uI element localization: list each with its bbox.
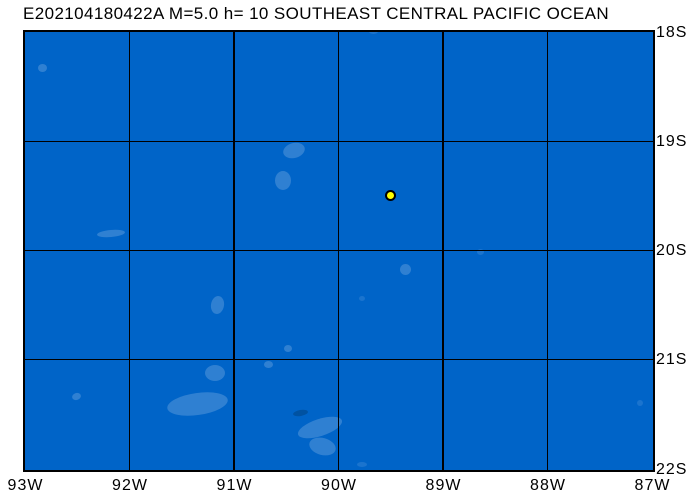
epicenter-marker [385,190,397,202]
longitude-label: 92W [112,477,148,494]
latitude-label: 19S [656,132,688,150]
map-title: E202104180422A M=5.0 h= 10 SOUTHEAST CEN… [23,4,610,23]
bathymetry-patch [357,461,367,467]
bathymetry-patch [292,408,308,418]
bathymetry-patch [399,263,411,275]
bathymetry-patch [205,365,225,381]
bathymetry-patch [37,64,47,72]
bathymetry-patch [263,360,273,368]
latitude-label: 22S [656,460,688,478]
latitude-label: 20S [656,242,688,259]
bathymetry-patch [368,32,378,34]
longitude-label: 90W [321,477,357,494]
bathymetry-patch [165,388,229,420]
latitude-label: 21S [656,351,688,369]
longitude-label: 91W [216,477,253,494]
bathymetry-patch [637,400,643,406]
bathymetry-patch [359,295,365,301]
longitude-label: 89W [425,477,462,494]
ocean-area [25,32,653,470]
map-frame [23,30,655,472]
bathymetry-patch [96,228,126,238]
bathymetry-patch [476,249,484,255]
bathymetry-patch [281,139,307,161]
grid-line-horizontal [25,249,653,252]
bathymetry-patch [70,391,82,401]
latitude-label: 18S [656,23,688,41]
longitude-label: 93W [7,477,44,494]
grid-line-horizontal [25,140,653,142]
bathymetry-patch [284,344,292,352]
grid-line-horizontal [25,359,653,361]
longitude-label: 88W [530,477,566,494]
bathymetry-patch [275,170,291,190]
longitude-label: 87W [634,477,671,494]
bathymetry-patch [209,295,225,315]
